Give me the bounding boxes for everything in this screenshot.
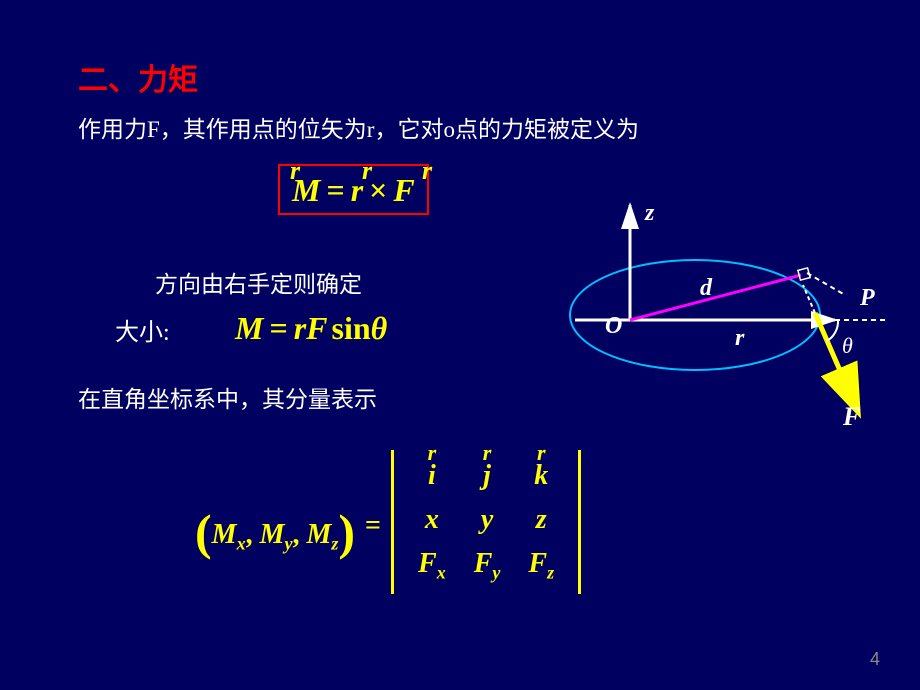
det-k: k [514, 454, 568, 498]
mag-r: r [294, 310, 306, 346]
direction-text: 方向由右手定则确定 [155, 265, 362, 299]
magnitude-formula: M=rFsinθ [235, 310, 387, 347]
vec-accent-m: r [290, 156, 300, 186]
f-label: F [842, 402, 860, 431]
matrix-formula: (Mx, My, Mz) = i j k x y z [195, 450, 581, 602]
vec-accent-r: r [362, 156, 372, 186]
dash-to-p [807, 273, 845, 295]
theta-arc [827, 320, 838, 341]
sym-F: F [393, 172, 414, 208]
torque-diagram: z O d r P θ F [555, 195, 895, 435]
z-label: z [644, 200, 655, 226]
matrix-lhs: (Mx, My, Mz) [195, 450, 355, 602]
sym-eq: = [320, 172, 350, 208]
det-i: i [404, 454, 460, 498]
section-title: 二、力矩 [78, 55, 198, 99]
det-fx: Fx [404, 542, 460, 590]
magnitude-label: 大小: [115, 312, 170, 347]
p-label: P [859, 285, 875, 311]
r-label: r [735, 325, 745, 351]
vec-accent-f: r [422, 156, 432, 186]
mag-sin: sin [327, 310, 370, 346]
det-fz: Fz [514, 542, 568, 590]
definition-text: 作用力F，其作用点的位矢为r，它对o点的力矩被定义为 [78, 110, 639, 144]
page-number: 4 [870, 649, 880, 670]
det-x: x [404, 498, 460, 542]
mag-F: F [306, 310, 327, 346]
det-j: j [460, 454, 515, 498]
d-line [630, 275, 801, 320]
mag-eq: = [263, 310, 293, 346]
mag-M: M [235, 310, 263, 346]
det-y: y [460, 498, 515, 542]
force-arrow [815, 313, 855, 405]
main-formula-box: r r r M=r×F [278, 164, 429, 215]
cartesian-text: 在直角坐标系中，其分量表示 [78, 380, 377, 414]
determinant: i j k x y z Fx Fy Fz [391, 450, 581, 594]
d-label: d [700, 275, 713, 301]
theta-label: θ [842, 333, 853, 358]
main-formula: M=r×F [292, 172, 415, 208]
mag-theta: θ [371, 310, 388, 346]
det-fy: Fy [460, 542, 515, 590]
matrix-eq: = [355, 450, 391, 602]
o-label: O [605, 313, 622, 339]
det-z: z [514, 498, 568, 542]
